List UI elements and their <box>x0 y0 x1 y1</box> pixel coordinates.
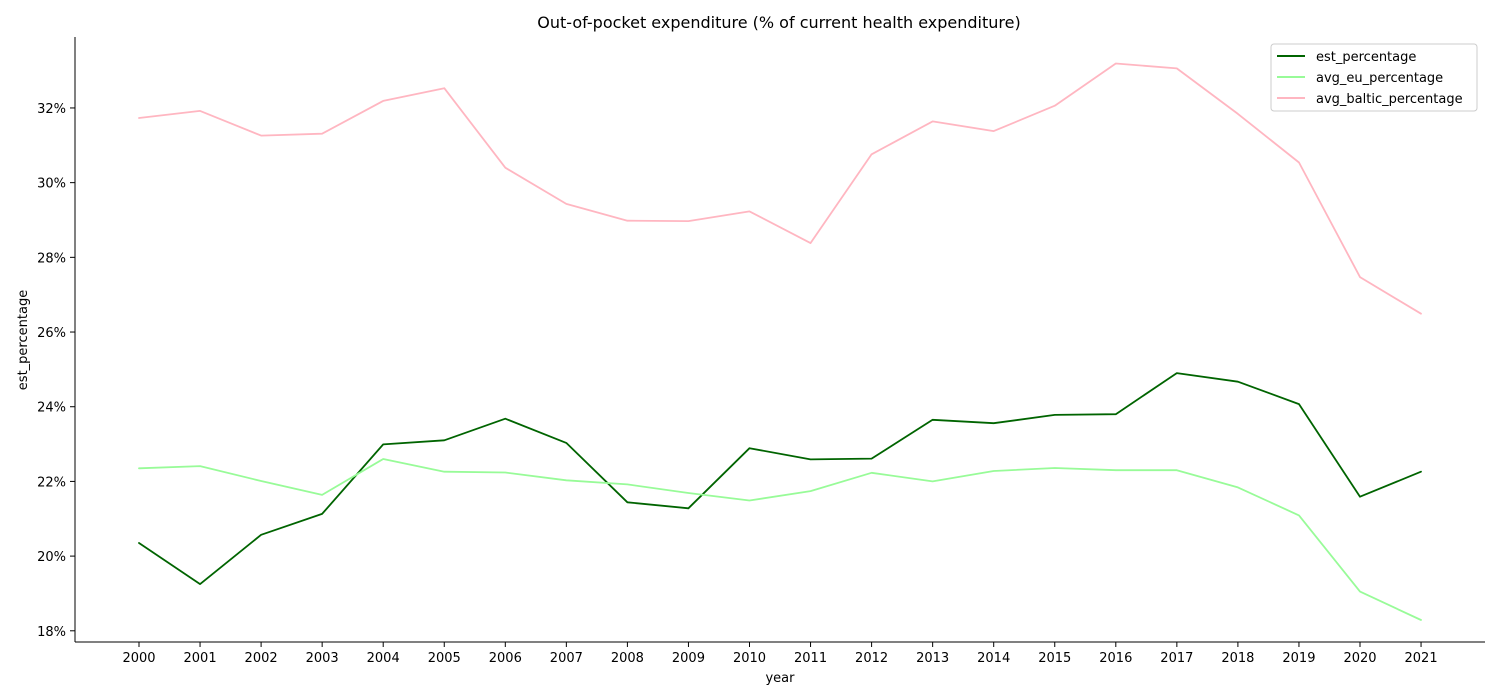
y-axis-title: est_percentage <box>16 290 31 390</box>
series-line-avg-baltic-percentage <box>138 62 1422 315</box>
y-tick-label: 26% <box>37 326 66 341</box>
x-tick-label: 2002 <box>245 651 278 666</box>
x-axis-title: year <box>765 671 795 686</box>
legend-items: est_percentage avg_eu_percentage avg_balti… <box>1277 50 1463 107</box>
x-tick-label: 2003 <box>306 651 339 666</box>
x-tick-label: 2018 <box>1221 651 1254 666</box>
x-tick-label: 2013 <box>916 651 949 666</box>
x-tick-label: 2020 <box>1343 651 1376 666</box>
x-tick-label: 2016 <box>1099 651 1132 666</box>
x-tick-label: 2021 <box>1405 651 1438 666</box>
y-tick-label: 28% <box>37 251 66 266</box>
x-tick-label: 2010 <box>733 651 766 666</box>
series-layer <box>138 62 1422 621</box>
legend-label: avg_eu_percentage <box>1316 71 1443 86</box>
legend-label: avg_baltic_percentage <box>1316 92 1463 107</box>
x-tick-label: 2012 <box>855 651 888 666</box>
x-tick-label: 2015 <box>1038 651 1071 666</box>
y-tick-label: 18% <box>37 625 66 640</box>
x-tick-label: 2004 <box>367 651 400 666</box>
x-tick-label: 2019 <box>1282 651 1315 666</box>
x-tick-label: 2001 <box>184 651 217 666</box>
y-tick-label: 30% <box>37 177 66 192</box>
x-axis-ticks: 2000 2001 2002 2003 2004 2005 2006 2007 2008 2009… <box>122 642 1438 666</box>
x-tick-label: 2011 <box>794 651 827 666</box>
legend-frame <box>1270 43 1478 112</box>
y-tick-label: 22% <box>37 475 66 490</box>
series-line-est-percentage <box>138 372 1422 585</box>
series-line-avg-eu-percentage <box>138 458 1422 621</box>
y-tick-label: 20% <box>37 550 66 565</box>
x-tick-label: 2014 <box>977 651 1010 666</box>
y-tick-label: 32% <box>37 102 66 117</box>
legend: est_percentage avg_eu_percentage avg_balti… <box>1270 43 1478 112</box>
y-axis-ticks: 18% 20% 22% 24% 26% 28% 30% 32% <box>37 102 75 640</box>
x-tick-label: 2006 <box>489 651 522 666</box>
chart-title: Out-of-pocket expenditure (% of current … <box>537 13 1020 32</box>
legend-label: est_percentage <box>1316 50 1416 65</box>
y-tick-label: 24% <box>37 401 66 416</box>
x-tick-label: 2005 <box>428 651 461 666</box>
x-tick-label: 2008 <box>611 651 644 666</box>
x-tick-label: 2009 <box>672 651 705 666</box>
x-tick-label: 2000 <box>122 651 155 666</box>
x-tick-label: 2017 <box>1160 651 1193 666</box>
x-tick-label: 2007 <box>550 651 583 666</box>
